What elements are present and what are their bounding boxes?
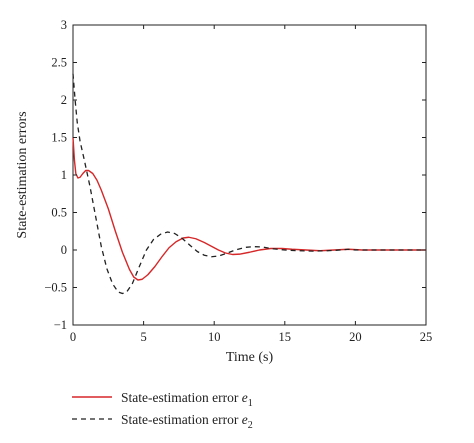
series-line-e2 xyxy=(72,73,426,295)
y-tick-label: 2 xyxy=(61,93,67,107)
y-tick-label: −0.5 xyxy=(44,281,67,295)
x-tick-label: 10 xyxy=(208,330,221,344)
y-tick-label: −1 xyxy=(54,318,67,332)
x-tick-label: 20 xyxy=(349,330,362,344)
x-tick-labels: 0 5 10 15 20 25 xyxy=(70,330,432,344)
x-tick-label: 25 xyxy=(420,330,433,344)
y-tick-label: 3 xyxy=(61,18,67,32)
plot-frame xyxy=(72,24,427,326)
legend-label-e2: State-estimation error e2 xyxy=(121,412,253,431)
y-tick-label: 0 xyxy=(61,243,67,257)
y-tick-label: 2.5 xyxy=(51,56,67,70)
x-tick-label: 5 xyxy=(140,330,146,344)
legend-label-e1: State-estimation error e1 xyxy=(121,390,253,409)
x-tick-label: 15 xyxy=(279,330,292,344)
series-lines xyxy=(72,73,426,295)
y-tick-label: 0.5 xyxy=(51,206,67,220)
series-line-e1 xyxy=(72,137,426,281)
y-tick-label: 1.5 xyxy=(51,131,67,145)
x-axis-label: Time (s) xyxy=(226,350,274,365)
axis-ticks xyxy=(72,24,427,326)
x-tick-label: 0 xyxy=(70,330,76,344)
y-axis-label: State-estimation errors xyxy=(15,111,30,238)
y-tick-label: 1 xyxy=(61,168,67,182)
y-tick-labels: −1 −0.5 0 0.5 1 1.5 2 2.5 3 xyxy=(44,18,67,332)
legend: State-estimation error e1 State-estimati… xyxy=(72,390,253,431)
